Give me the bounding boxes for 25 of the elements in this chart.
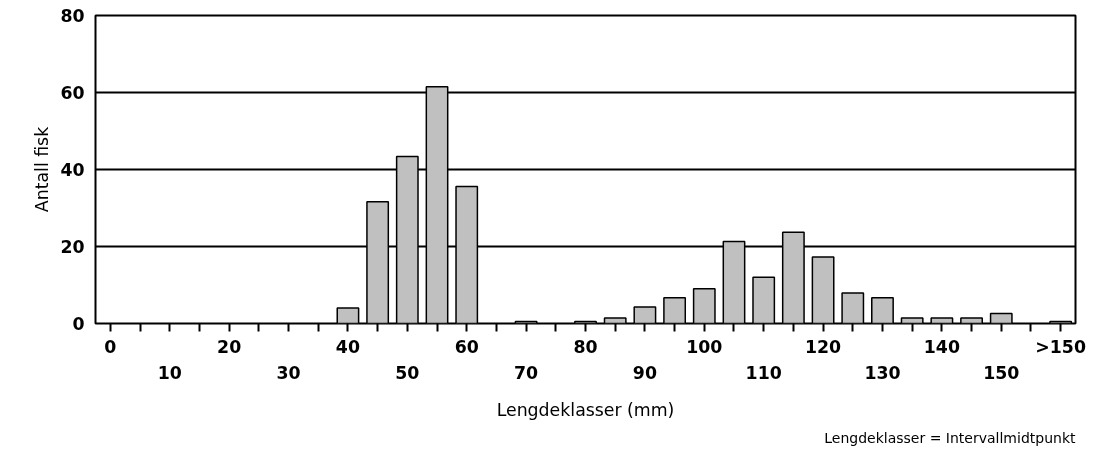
x-tick-label: 20	[217, 336, 242, 357]
x-tick-label: 0	[104, 336, 117, 357]
x-tick-label: 90	[632, 362, 657, 383]
y-tick-label: 60	[60, 83, 85, 103]
y-tick-label: 20	[60, 237, 85, 257]
text: Lengdeklasser = Intervallmidtpunkt	[824, 429, 1077, 446]
x-tick-label: 80	[573, 336, 598, 357]
y-tick-label: 80	[60, 6, 85, 26]
x-tick-label: 40	[335, 336, 360, 357]
x-tick-label: 150	[983, 362, 1020, 383]
y-tick-label: 0	[72, 314, 85, 334]
y-axis-title: Antall fisk	[32, 126, 53, 213]
x-tick-label: 60	[454, 336, 479, 357]
x-tick-label: >150	[1035, 336, 1087, 357]
x-tick-label: 10	[157, 362, 182, 383]
x-tick-label: 110	[745, 362, 782, 383]
x-tick-label: 120	[804, 336, 842, 357]
x-axis-title: Lengdeklasser (mm)	[496, 399, 675, 420]
x-tick-label: 30	[276, 362, 301, 383]
x-tick-label: 140	[923, 336, 960, 357]
y-tick-label: 40	[60, 160, 85, 180]
x-tick-label: 50	[395, 362, 420, 383]
x-tick-label: 130	[864, 362, 901, 383]
x-tick-label: 70	[514, 362, 539, 383]
x-tick-label: 100	[686, 336, 723, 357]
